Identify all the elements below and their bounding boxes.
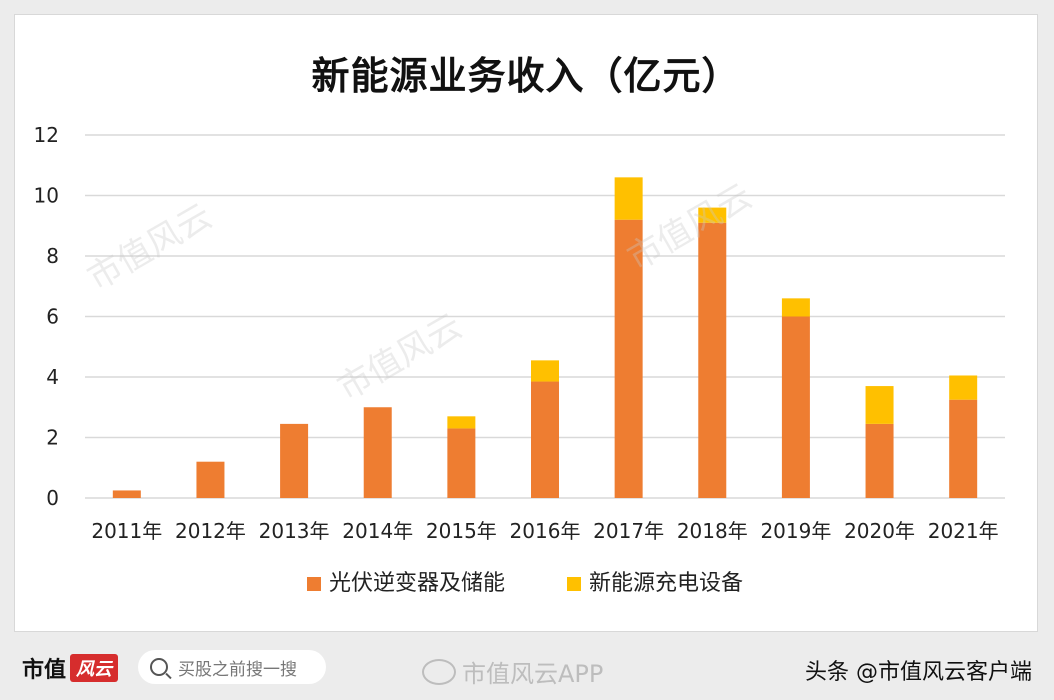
bar-charging-equipment xyxy=(949,375,978,400)
x-tick-label: 2021年 xyxy=(928,519,999,543)
chart-card: 新能源业务收入（亿元） 0 2 4 6 8 10 12 2011年 2012年 2013年 2014… xyxy=(14,14,1038,632)
x-tick-label: 2016年 xyxy=(510,519,581,543)
y-tick-label: 6 xyxy=(46,305,59,329)
bar-inverter-storage xyxy=(531,381,559,498)
y-tick-label: 0 xyxy=(46,486,59,510)
y-tick-label: 10 xyxy=(34,184,59,208)
bar-inverter-storage xyxy=(280,423,309,498)
weibo-text: 市值风云APP xyxy=(462,660,604,688)
legend-label: 光伏逆变器及储能 xyxy=(329,571,505,596)
author-credit: 头条 @市值风云客户端 xyxy=(805,660,1032,685)
search-placeholder: 买股之前搜一搜 xyxy=(178,659,297,680)
y-tick-label: 8 xyxy=(46,244,59,268)
x-tick-label: 2012年 xyxy=(175,519,246,543)
bar-inverter-storage xyxy=(363,407,392,498)
bar-inverter-storage xyxy=(949,399,978,498)
chart-title: 新能源业务收入（亿元） xyxy=(311,54,741,98)
x-tick-label: 2019年 xyxy=(760,519,831,543)
bar-inverter-storage xyxy=(781,316,810,498)
weibo-watermark: 市值风云APP xyxy=(422,654,603,689)
x-tick-label: 2017年 xyxy=(593,519,664,543)
bar-inverter-storage xyxy=(196,461,225,498)
brand-badge: 风云 xyxy=(70,654,119,682)
y-tick-label: 4 xyxy=(46,365,59,389)
bar-inverter-storage xyxy=(447,428,476,498)
y-tick-label: 2 xyxy=(46,426,59,450)
search-icon xyxy=(150,658,168,676)
search-input[interactable]: 买股之前搜一搜 xyxy=(138,650,326,684)
x-tick-label: 2015年 xyxy=(426,519,497,543)
chart-area: 0 2 4 6 8 10 12 2011年 2012年 2013年 2014年 2015年 2016年 2… xyxy=(34,123,1005,596)
bar-charging-equipment xyxy=(447,416,476,429)
y-tick-label: 12 xyxy=(34,123,59,147)
brand-name: 市值 xyxy=(22,658,67,683)
weibo-icon xyxy=(422,658,456,685)
legend-swatch xyxy=(307,577,321,591)
legend-label: 新能源充电设备 xyxy=(589,571,743,596)
legend-swatch xyxy=(567,577,581,591)
bar-charging-equipment xyxy=(531,360,559,382)
x-tick-label: 2011年 xyxy=(91,519,162,543)
bar-inverter-storage xyxy=(614,219,643,498)
bar-charging-equipment xyxy=(865,386,894,424)
bar-charging-equipment xyxy=(698,207,727,223)
x-tick-label: 2020年 xyxy=(844,519,915,543)
bar-inverter-storage xyxy=(698,222,727,498)
footer: 市值 风云 买股之前搜一搜 市值风云APP 头条 @市值风云客户端 xyxy=(0,640,1054,700)
bar-charging-equipment xyxy=(781,298,810,317)
x-tick-label: 2013年 xyxy=(259,519,330,543)
brand-logo: 市值 风云 xyxy=(22,652,119,684)
x-tick-label: 2014年 xyxy=(342,519,413,543)
bar-inverter-storage xyxy=(112,490,141,498)
bar-charging-equipment xyxy=(614,177,643,220)
x-tick-label: 2018年 xyxy=(677,519,748,543)
bar-inverter-storage xyxy=(865,423,894,498)
